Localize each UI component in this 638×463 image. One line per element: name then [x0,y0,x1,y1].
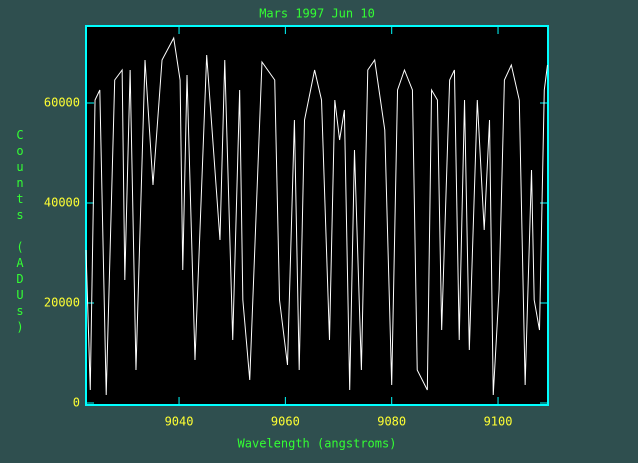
x-axis-label: Wavelength (angstroms) [238,437,397,451]
y-tick-label: 60000 [44,96,80,110]
chart-title: Mars 1997 Jun 10 [259,7,375,21]
plot-area [85,25,549,406]
spectrum-line [85,36,548,396]
x-tick-label: 9060 [271,415,300,429]
y-tick-label: 20000 [44,296,80,310]
y-tick-label: 40000 [44,196,80,210]
y-tick-label: 0 [73,396,80,410]
x-tick-label: 9080 [377,415,406,429]
x-tick-label: 9100 [484,415,513,429]
y-axis-label: Counts (ADUs) [13,128,27,336]
x-tick-label: 9040 [165,415,194,429]
